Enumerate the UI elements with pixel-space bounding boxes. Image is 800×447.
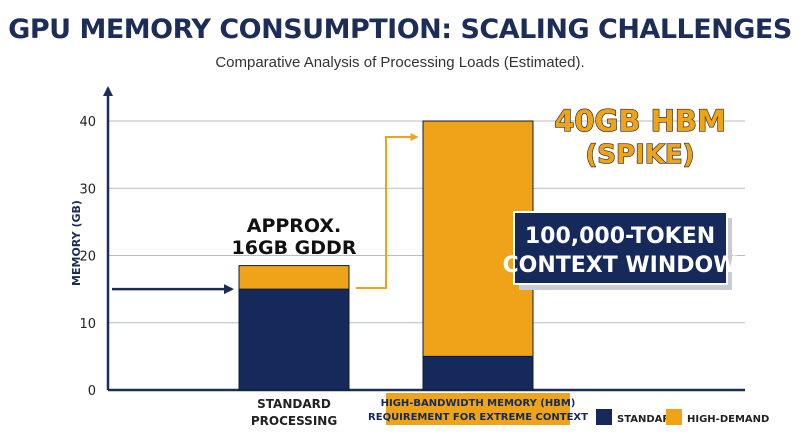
bar-1-annotation-line-1: APPROX. (247, 215, 342, 237)
x-tick-label-2-box (386, 393, 570, 425)
scaling-arrow (356, 133, 419, 289)
bar-1-annotation-line-2: 16GB GDDR (232, 237, 357, 259)
bar-2-annotation-line-1: 40GB HBM (554, 104, 726, 138)
chart-subtitle: Comparative Analysis of Processing Loads… (215, 54, 585, 71)
callout-box (513, 211, 728, 285)
legend-label-standard: STANDARD (617, 414, 678, 425)
legend-swatch-standard (596, 409, 612, 425)
y-tick-label: 30 (79, 182, 96, 197)
callout-line-1: 100,000-TOKEN (525, 224, 715, 249)
y-axis-label: MEMORY (GB) (70, 200, 83, 286)
callout-line-2: CONTEXT WINDOW (502, 253, 737, 278)
legend-label-high-demand: HIGH-DEMAND (687, 414, 769, 425)
y-tick-label: 0 (88, 384, 96, 399)
legend-swatch-high-demand (666, 409, 682, 425)
bar-1-standard-segment (238, 288, 350, 391)
bar-1-high-demand-segment (238, 265, 350, 290)
y-tick-label: 20 (79, 250, 96, 265)
y-tick-label: 10 (79, 317, 96, 332)
x-tick-label-2-line-2: REQUIREMENT FOR EXTREME CONTEXT (368, 412, 588, 423)
x-tick-label-2-line-1: HIGH-BANDWIDTH MEMORY (HBM) (381, 398, 576, 409)
bar-2-standard-segment (422, 355, 534, 391)
bar-2-annotation-line-2: (SPIKE) (585, 140, 694, 170)
y-tick-label: 40 (79, 115, 96, 130)
chart-title: GPU MEMORY CONSUMPTION: SCALING CHALLENG… (8, 14, 792, 45)
x-tick-label-1-line-2: PROCESSING (251, 414, 337, 428)
x-tick-label-1-line-1: STANDARD (257, 397, 331, 411)
